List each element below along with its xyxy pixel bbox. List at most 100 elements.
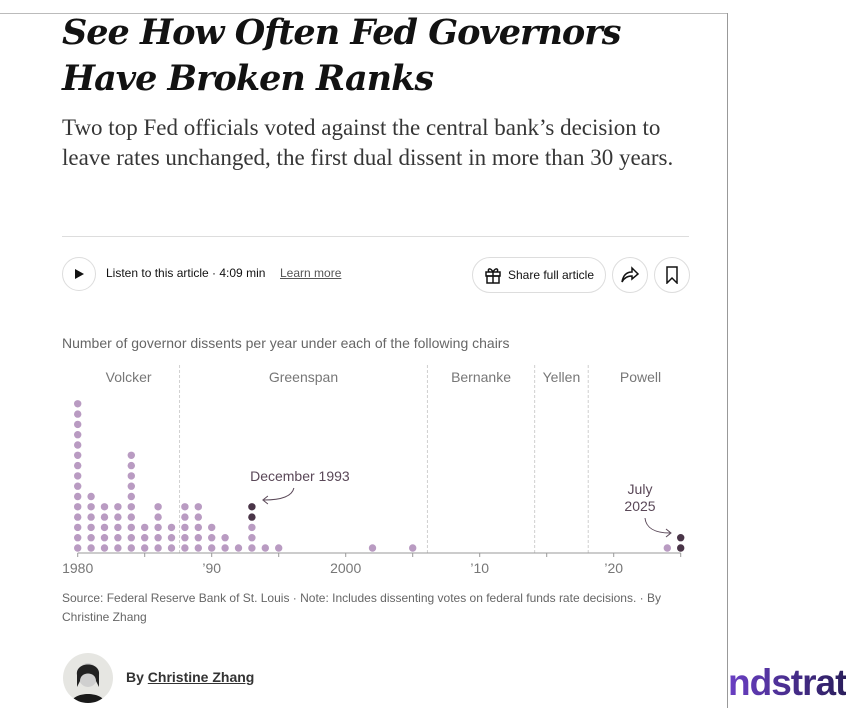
dissent-chart: Volcker Greenspan Bernanke Yellen Powell 1980…	[62, 365, 685, 576]
chair-label: Volcker	[106, 369, 152, 385]
dissent-dot	[87, 513, 95, 521]
dissent-dot	[248, 544, 256, 552]
dissent-dot	[127, 451, 135, 459]
dissent-dot	[74, 534, 82, 542]
share-full-article-button[interactable]: Share full article	[472, 257, 606, 293]
dissent-dot	[368, 544, 377, 552]
dissent-dot	[74, 472, 82, 480]
byline: By Christine Zhang	[126, 669, 254, 685]
dissent-dot	[74, 513, 82, 521]
dissent-dot	[181, 523, 189, 532]
dissent-dot	[74, 461, 82, 470]
dissent-dot	[74, 431, 82, 439]
gift-icon	[485, 268, 501, 284]
byline-prefix: By	[126, 669, 144, 685]
play-icon	[75, 269, 84, 279]
author-avatar[interactable]	[63, 653, 113, 703]
annotation-december-1993: December 1993	[250, 468, 350, 484]
dissent-dot	[194, 534, 202, 542]
dissent-dot	[127, 492, 135, 501]
dissent-dot	[74, 451, 82, 459]
dissent-dot	[141, 523, 149, 532]
dissent-dot	[114, 513, 122, 521]
dissent-dot	[194, 544, 202, 552]
dissent-dot	[141, 544, 149, 552]
dissent-dot	[74, 400, 82, 408]
dissent-dot	[74, 523, 82, 532]
dissent-dot-highlighted	[677, 544, 685, 552]
share-button[interactable]	[612, 257, 648, 293]
dissent-dot	[127, 544, 135, 552]
dissent-dot	[194, 523, 202, 532]
author-link[interactable]: Christine Zhang	[147, 669, 255, 685]
chart-title: Number of governor dissents per year und…	[62, 335, 510, 351]
chair-label: Greenspan	[269, 369, 338, 385]
dissent-dot	[114, 534, 122, 542]
dissent-dot	[409, 544, 417, 552]
annotation-arrow	[263, 487, 295, 501]
dissent-dot	[100, 513, 109, 521]
dissent-dot	[154, 503, 162, 511]
dissent-dot	[208, 534, 216, 542]
dissent-dot	[208, 523, 216, 532]
dissent-dot	[127, 461, 135, 470]
dissent-dot	[74, 544, 82, 552]
dissent-dot	[181, 513, 189, 521]
dissent-dot	[127, 523, 135, 532]
dissent-dot	[221, 544, 229, 552]
dissent-dot	[167, 544, 176, 552]
x-tick-label: ’90	[202, 560, 221, 576]
dissent-dot	[87, 523, 95, 532]
x-tick-label: ’20	[604, 560, 623, 576]
dissent-dot-highlighted	[248, 503, 256, 511]
dissent-dot	[208, 544, 216, 552]
dissent-dot	[114, 503, 122, 511]
summary: Two top Fed officials voted against the …	[62, 115, 674, 170]
dissent-dot	[87, 534, 95, 542]
dissent-dot	[154, 513, 162, 521]
dissent-dot	[154, 534, 162, 542]
dissent-dot	[194, 503, 202, 511]
dissent-dot	[100, 544, 109, 552]
dissent-dot	[275, 544, 283, 552]
dissent-dot	[74, 410, 82, 418]
dissent-dot	[141, 534, 149, 542]
dissent-dot	[181, 503, 189, 511]
arrow-head	[262, 495, 269, 505]
bookmark-button[interactable]	[654, 257, 690, 293]
dissent-dot	[248, 523, 256, 532]
chair-label: Bernanke	[451, 369, 511, 385]
divider	[62, 236, 689, 237]
dissent-dot	[167, 523, 176, 532]
annotation-july-2025: 2025	[624, 498, 655, 514]
dissent-dot	[234, 544, 243, 552]
dissent-dot-highlighted	[248, 513, 256, 521]
dissent-dot	[127, 503, 135, 511]
dissent-dot	[100, 503, 109, 511]
dissent-dot	[221, 534, 229, 542]
dissent-dot	[248, 534, 256, 542]
dissent-dot-highlighted	[677, 534, 685, 542]
dissent-dot	[87, 492, 95, 501]
dissent-dot	[194, 513, 202, 521]
dissent-dot	[154, 544, 162, 552]
bookmark-icon	[666, 266, 678, 284]
dissent-dot	[74, 492, 82, 501]
frame-border-top	[0, 13, 728, 14]
dissent-dot	[74, 482, 82, 490]
x-tick-label: ’10	[470, 560, 489, 576]
learn-more-link[interactable]: Learn more	[280, 266, 342, 280]
dissent-dot	[74, 503, 82, 511]
dissent-dot	[87, 503, 95, 511]
x-tick-label: 2000	[330, 560, 361, 576]
annotation-arrow	[644, 517, 671, 534]
play-audio-button[interactable]	[62, 257, 96, 291]
source-note: Source: Federal Reserve Bank of St. Loui…	[62, 591, 661, 624]
frame-border-right	[727, 13, 728, 708]
share-label: Share full article	[507, 268, 595, 282]
headline: See How Often Fed Governors Have Broken …	[62, 12, 621, 99]
dissent-dot	[181, 544, 189, 552]
dissent-dot	[127, 482, 135, 490]
chair-label: Yellen	[543, 369, 581, 385]
logo: ndstrat	[728, 662, 847, 703]
